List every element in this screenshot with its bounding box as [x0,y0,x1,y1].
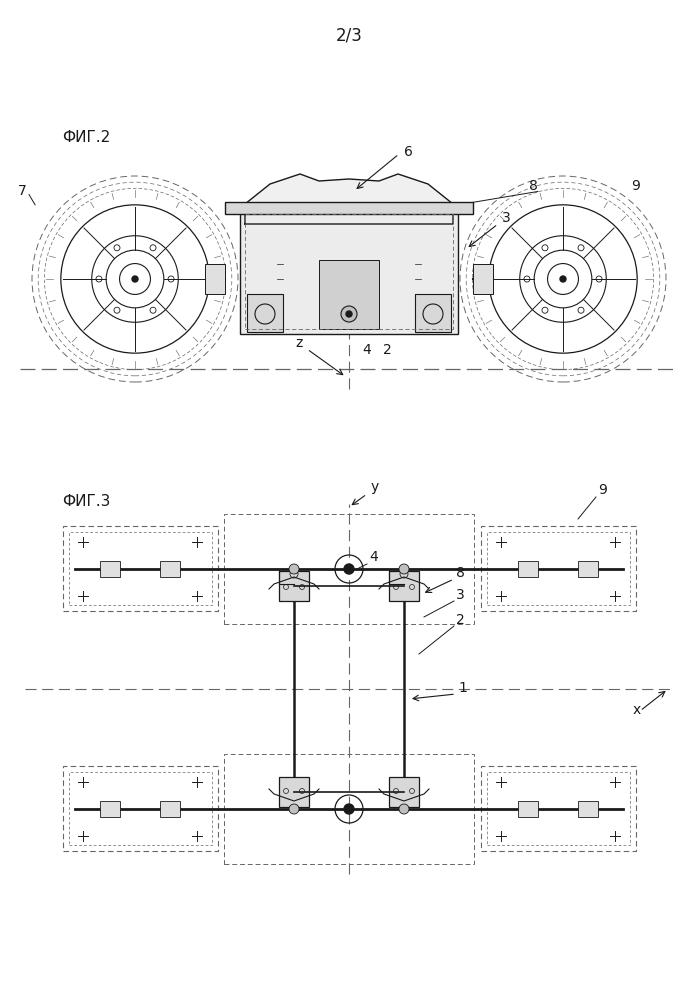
Text: x: x [633,703,641,717]
Text: 4: 4 [363,343,371,357]
Bar [100,801,120,817]
Bar [578,561,598,577]
Bar [63,766,218,851]
Circle shape [399,804,409,814]
Bar [224,514,474,624]
Text: 8: 8 [456,566,465,580]
Bar [487,772,630,845]
Bar [279,777,309,807]
Text: 9: 9 [631,179,639,193]
Circle shape [346,311,352,317]
Bar [578,801,598,817]
Text: ФИГ.3: ФИГ.3 [62,494,110,508]
Circle shape [341,306,357,322]
Bar [100,561,120,577]
Text: 3: 3 [456,588,465,602]
Bar [69,532,212,605]
Bar [389,571,419,601]
Bar [518,561,538,577]
Bar [481,766,636,851]
Bar [473,264,493,294]
Text: 9: 9 [598,483,607,497]
Text: 4: 4 [369,550,378,564]
Text: 1: 1 [458,681,467,695]
Circle shape [289,564,299,574]
Bar [415,294,451,332]
Polygon shape [245,174,453,224]
Bar [247,294,283,332]
Bar [389,777,419,807]
Text: ФИГ.2: ФИГ.2 [62,130,110,145]
Bar [481,526,636,611]
Bar [160,801,180,817]
Bar [279,571,309,601]
Circle shape [399,564,409,574]
Text: 3: 3 [502,211,511,225]
Text: 2: 2 [456,613,465,627]
Text: 6: 6 [404,145,413,159]
Text: 2/3: 2/3 [336,27,362,45]
Text: 7: 7 [18,185,27,199]
FancyBboxPatch shape [240,209,458,334]
Bar [69,772,212,845]
Bar [487,532,630,605]
Bar [225,202,473,214]
Bar [160,561,180,577]
Bar [224,754,474,864]
Bar [205,264,225,294]
Bar [518,801,538,817]
Circle shape [344,804,354,814]
Circle shape [132,276,138,282]
Circle shape [560,276,566,282]
Circle shape [289,804,299,814]
Bar [245,214,453,329]
Text: z: z [295,336,303,350]
Text: 8: 8 [528,179,537,193]
Text: 2: 2 [383,343,392,357]
Circle shape [344,564,354,574]
Bar [319,261,379,329]
Text: y: y [371,480,379,494]
Bar [63,526,218,611]
